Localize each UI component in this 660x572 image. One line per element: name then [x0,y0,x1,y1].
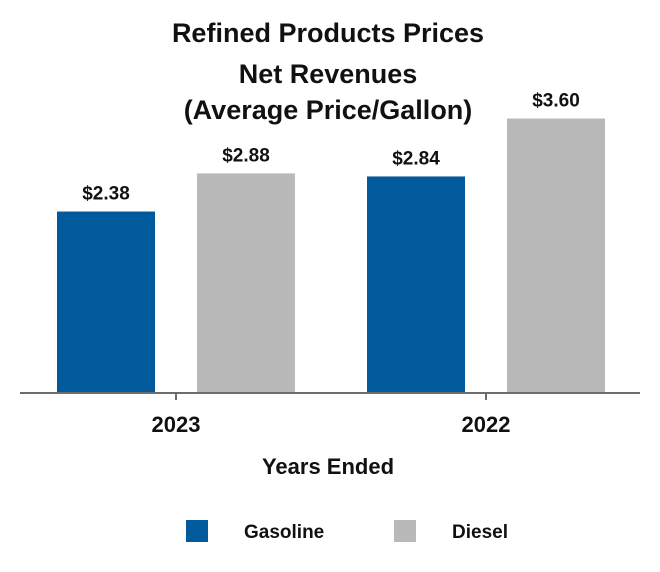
bar-diesel-2023 [197,173,295,393]
data-label-gasoline-2023: $2.38 [82,184,130,205]
legend-swatch-gasoline [186,520,208,542]
x-axis-label: Years Ended [262,454,394,479]
bars-group [57,118,605,393]
x-tick-label-2022: 2022 [462,412,511,437]
chart-title-line-1: Refined Products Prices [172,18,484,48]
chart-title-line-3: (Average Price/Gallon) [184,95,473,125]
legend-label-gasoline: Gasoline [244,522,324,543]
bar-diesel-2022 [507,118,605,393]
value-labels-group: $2.38 $2.88 $2.84 $3.60 [82,91,580,205]
legend: Gasoline Diesel [186,520,508,543]
bar-gasoline-2023 [57,211,155,393]
bar-gasoline-2022 [367,176,465,393]
chart-title-line-2: Net Revenues [239,59,418,89]
data-label-diesel-2022: $3.60 [532,91,580,112]
x-tick-label-2023: 2023 [152,412,201,437]
legend-label-diesel: Diesel [452,522,508,543]
legend-swatch-diesel [394,520,416,542]
data-label-gasoline-2022: $2.84 [392,148,440,169]
data-label-diesel-2023: $2.88 [222,145,270,166]
